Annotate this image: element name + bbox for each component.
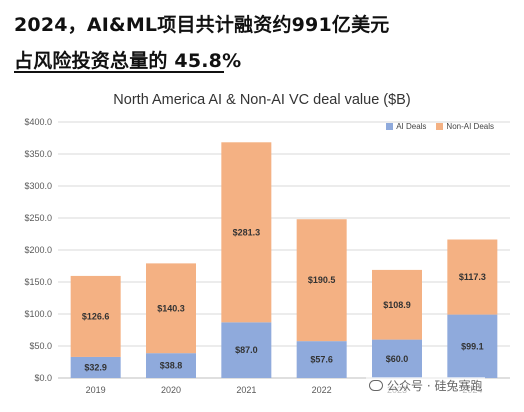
legend-swatch-non-ai	[436, 123, 444, 130]
legend-label-ai: AI Deals	[396, 122, 427, 131]
x-tick-label: 2020	[161, 385, 181, 395]
headline-line-2: 占风险投资总量的 45.8%	[14, 50, 242, 72]
data-label: $60.0	[386, 354, 409, 364]
data-label: $38.8	[160, 361, 183, 371]
y-tick-label: $0.0	[34, 373, 52, 383]
y-tick-label: $150.0	[24, 277, 52, 287]
x-tick-label: 2021	[236, 385, 256, 395]
legend-swatch-ai	[386, 123, 394, 130]
data-label: $190.5	[308, 275, 336, 285]
bar-segment	[146, 263, 196, 354]
data-label: $140.3	[157, 303, 185, 313]
data-label: $281.3	[233, 227, 261, 237]
chart-legend: AI Deals Non-AI Deals	[386, 122, 494, 131]
data-label: $32.9	[84, 362, 107, 372]
data-label: $99.1	[461, 341, 484, 351]
data-label: $108.9	[383, 300, 411, 310]
y-tick-label: $350.0	[24, 149, 52, 159]
data-label: $57.6	[310, 355, 333, 365]
watermark: 公众号 · 硅兔赛跑	[366, 377, 486, 394]
bar-segment	[146, 353, 196, 378]
legend-label-non-ai: Non-AI Deals	[446, 122, 494, 131]
x-tick-label: 2019	[86, 385, 106, 395]
data-label: $117.3	[459, 272, 486, 282]
bar-segment	[70, 356, 121, 378]
wechat-icon	[369, 380, 383, 391]
y-tick-label: $250.0	[24, 213, 52, 223]
y-tick-label: $400.0	[24, 117, 52, 127]
bar-segment	[221, 142, 272, 323]
bar-segment	[296, 341, 347, 378]
legend-item-non-ai: Non-AI Deals	[436, 122, 494, 131]
bar-segment	[70, 275, 121, 357]
y-tick-label: $50.0	[29, 341, 52, 351]
bar-segment	[447, 239, 498, 315]
y-tick-label: $200.0	[24, 245, 52, 255]
y-tick-label: $300.0	[24, 181, 52, 191]
bar-segment	[372, 339, 422, 378]
data-label: $87.0	[235, 345, 258, 355]
data-label: $126.6	[82, 311, 110, 321]
y-tick-label: $100.0	[24, 309, 52, 319]
bar-segment	[447, 314, 498, 378]
legend-item-ai: AI Deals	[386, 122, 426, 131]
bar-segment	[221, 322, 272, 378]
chart-title: North America AI & Non-AI VC deal value …	[113, 92, 411, 108]
bar-segment	[372, 269, 422, 340]
watermark-text: 公众号 · 硅兔赛跑	[387, 379, 483, 393]
headline-underline	[14, 71, 224, 73]
headline-line-1: 2024，AI&ML项目共计融资约991亿美元	[14, 14, 390, 36]
bar-segment	[296, 219, 347, 342]
x-tick-label: 2022	[312, 385, 332, 395]
